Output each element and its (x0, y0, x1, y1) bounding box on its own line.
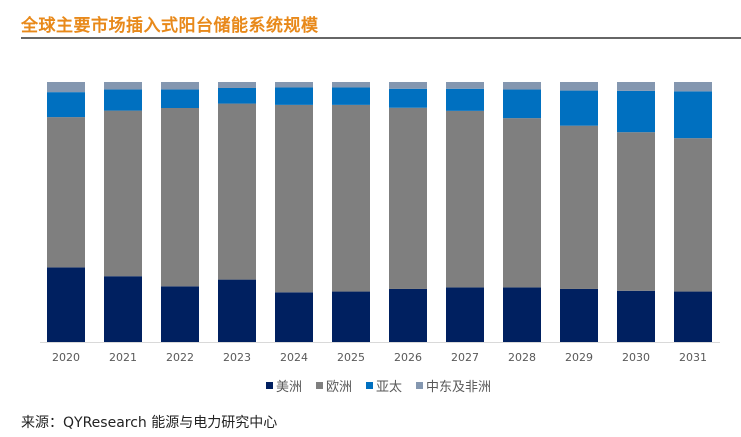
x-tick-label: 2030 (622, 351, 650, 364)
bar-2025-series-2 (332, 87, 370, 105)
bar-2026-series-1 (389, 107, 427, 289)
legend-label: 中东及非洲 (426, 380, 492, 395)
bar-2025-series-0 (332, 291, 370, 342)
legend-item-europe: 欧洲 (316, 376, 352, 395)
bar-2025-series-1 (332, 104, 370, 292)
x-tick-label: 2021 (109, 351, 137, 364)
bar-2024-series-3 (275, 82, 313, 88)
x-tick-label: 2029 (565, 351, 593, 364)
x-tick-label: 2027 (451, 351, 479, 364)
bar-2029-series-2 (560, 90, 598, 126)
chart-title: 全球主要市场插入式阳台储能系统规模 (21, 16, 319, 36)
bar-2031-series-3 (674, 82, 712, 92)
bar-2024-series-2 (275, 87, 313, 105)
bar-2026-series-0 (389, 288, 427, 342)
x-tick-label: 2022 (166, 351, 194, 364)
x-tick-label: 2031 (679, 351, 707, 364)
bar-2022-series-2 (161, 89, 199, 108)
legend-item-mea: 中东及非洲 (416, 376, 491, 395)
bar-2022-series-1 (161, 108, 199, 287)
legend-label: 亚太 (376, 380, 403, 395)
legend-label: 欧洲 (326, 380, 353, 395)
bar-2028-series-3 (503, 82, 541, 90)
legend-swatch (316, 382, 324, 389)
x-tick-label: 2024 (280, 351, 308, 364)
bar-2028-series-0 (503, 287, 541, 342)
bar-2023-series-2 (218, 87, 256, 104)
bar-2028-series-1 (503, 118, 541, 288)
bar-2027-series-1 (446, 110, 484, 288)
legend-item-apac: 亚太 (366, 376, 402, 395)
legend: 美洲 欧洲 亚太 中东及非洲 (266, 376, 491, 395)
bar-2028-series-2 (503, 89, 541, 119)
legend-item-americas: 美洲 (266, 376, 302, 395)
x-tick-label: 2028 (508, 351, 536, 364)
bar-2021-series-2 (104, 89, 142, 111)
source-note: 来源：QYResearch 能源与电力研究中心 (21, 415, 278, 431)
bar-2027-series-3 (446, 82, 484, 89)
bar-2021-series-0 (104, 276, 142, 342)
bar-2020-series-3 (47, 82, 85, 93)
bar-2023-series-0 (218, 279, 256, 342)
bar-2023-series-3 (218, 82, 256, 88)
bar-2024-series-0 (275, 292, 313, 342)
legend-label: 美洲 (276, 380, 303, 395)
legend-swatch (366, 382, 374, 389)
bar-2021-series-3 (104, 82, 142, 90)
bar-2025-series-3 (332, 82, 370, 88)
bar-2023-series-1 (218, 103, 256, 280)
bar-2022-series-3 (161, 82, 199, 90)
x-tick-label: 2023 (223, 351, 251, 364)
bar-2029-series-3 (560, 82, 598, 91)
bar-2024-series-1 (275, 104, 313, 293)
bar-2020-series-2 (47, 92, 85, 118)
x-tick-label: 2025 (337, 351, 365, 364)
bar-2030-series-0 (617, 290, 655, 342)
legend-swatch (416, 382, 424, 389)
bar-2031-series-1 (674, 138, 712, 292)
bar-2027-series-2 (446, 88, 484, 111)
bar-2026-series-2 (389, 88, 427, 108)
legend-swatch (266, 382, 273, 389)
bar-2020-series-0 (47, 267, 85, 342)
x-tick-label: 2020 (52, 351, 80, 364)
bar-2029-series-0 (560, 288, 598, 342)
bar-2031-series-2 (674, 91, 712, 139)
bar-2021-series-1 (104, 110, 142, 277)
bar-2030-series-3 (617, 82, 655, 91)
bar-2029-series-1 (560, 125, 598, 289)
bar-2030-series-2 (617, 90, 655, 133)
x-tick-label: 2026 (394, 351, 422, 364)
bar-2027-series-0 (446, 287, 484, 342)
bar-2020-series-1 (47, 117, 85, 268)
bar-2030-series-1 (617, 132, 655, 291)
title-divider (21, 37, 741, 39)
bar-2022-series-0 (161, 286, 199, 342)
bar-2026-series-3 (389, 82, 427, 89)
bar-2031-series-0 (674, 291, 712, 342)
